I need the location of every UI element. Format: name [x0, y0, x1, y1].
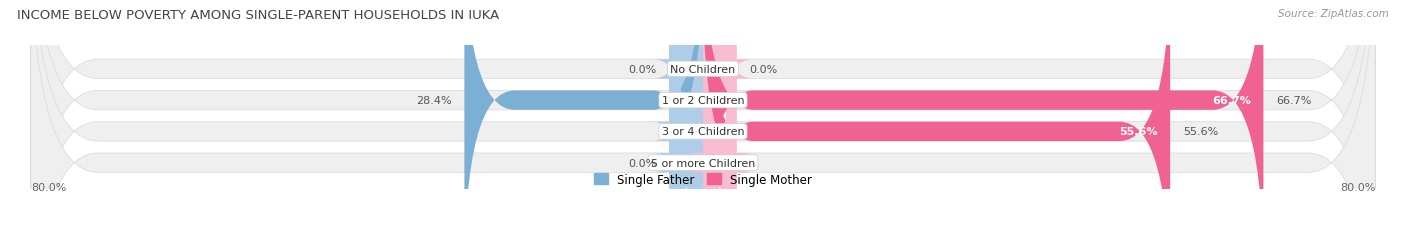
Text: 3 or 4 Children: 3 or 4 Children: [662, 127, 744, 137]
Text: 5 or more Children: 5 or more Children: [651, 158, 755, 168]
FancyBboxPatch shape: [703, 0, 1264, 231]
FancyBboxPatch shape: [686, 0, 754, 231]
FancyBboxPatch shape: [652, 0, 720, 231]
FancyBboxPatch shape: [31, 0, 1375, 231]
Text: 80.0%: 80.0%: [1340, 182, 1375, 192]
Text: 0.0%: 0.0%: [628, 65, 657, 75]
FancyBboxPatch shape: [31, 0, 1375, 231]
FancyBboxPatch shape: [31, 0, 1375, 231]
Text: 1 or 2 Children: 1 or 2 Children: [662, 96, 744, 106]
FancyBboxPatch shape: [31, 0, 1375, 231]
FancyBboxPatch shape: [686, 0, 754, 231]
Text: 0.0%: 0.0%: [628, 158, 657, 168]
Text: No Children: No Children: [671, 65, 735, 75]
Text: 66.7%: 66.7%: [1277, 96, 1312, 106]
Text: INCOME BELOW POVERTY AMONG SINGLE-PARENT HOUSEHOLDS IN IUKA: INCOME BELOW POVERTY AMONG SINGLE-PARENT…: [17, 9, 499, 22]
Text: 55.6%: 55.6%: [1182, 127, 1218, 137]
FancyBboxPatch shape: [464, 0, 703, 231]
Legend: Single Father, Single Mother: Single Father, Single Mother: [589, 168, 817, 191]
Text: 66.7%: 66.7%: [1212, 96, 1251, 106]
Text: 55.6%: 55.6%: [1119, 127, 1157, 137]
Text: 80.0%: 80.0%: [31, 182, 66, 192]
Text: Source: ZipAtlas.com: Source: ZipAtlas.com: [1278, 9, 1389, 19]
FancyBboxPatch shape: [703, 0, 1170, 231]
FancyBboxPatch shape: [652, 0, 720, 231]
Text: 28.4%: 28.4%: [416, 96, 451, 106]
Text: 0.0%: 0.0%: [749, 65, 778, 75]
FancyBboxPatch shape: [652, 0, 720, 231]
